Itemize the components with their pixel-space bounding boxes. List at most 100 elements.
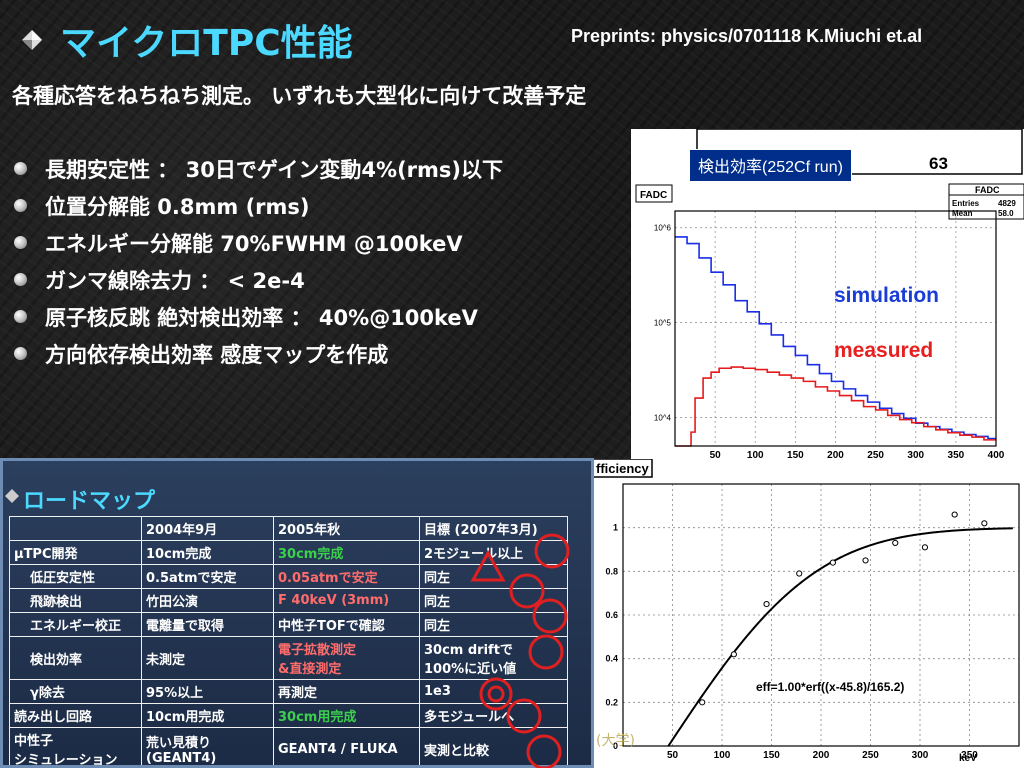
stats-entries-value: 4829 [998,199,1016,208]
table-row: 読み出し回路 10cm用完成 30cm用完成 多モジュールへ [9,703,568,728]
x-tick-label: 250 [862,750,879,761]
table-cell: F 40keV (3mm) [273,588,420,613]
table-cell: 10cm用完成 [141,703,274,728]
series-measured [675,366,996,447]
table-row: 中性子 シミュレーション 荒い見積り (GEANT4) GEANT4 / FLUKA 実測… [9,727,568,765]
bullet-text: ガンマ線除去力 ： < 2e-4 [45,268,305,293]
fit-label: eff=1.00*erf((x-45.8)/165.2) [756,680,904,694]
table-cell: 同左 [419,612,568,637]
chart1-frame [674,210,997,447]
stats-entries-label: Entries [952,199,980,208]
x-tick-label: 400 [988,450,1005,459]
watermark-text: (大学) [596,733,635,749]
data-point [892,539,899,547]
data-point [730,651,737,658]
x-tick-label: 100 [747,450,764,459]
bullet-item: 原子核反跳 絶対検出効率 ： 40%@100keV [14,298,503,335]
y-tick-label: 0.4 [605,654,618,664]
performance-list: 長期安定性 ： 30日でゲイン変動4%(rms)以下 位置分解能 0.8mm (… [14,150,503,372]
detection-efficiency-label: 検出効率(252Cf run) [689,149,852,182]
data-point [796,570,803,577]
x-tick-label: 100 [714,750,731,761]
table-cell: 0.5atmで安定 [141,564,274,589]
data-point [921,544,929,551]
table-cell: 読み出し回路 [9,703,142,728]
table-cell: 同左 [419,564,568,589]
preprint-reference: Preprints: physics/0701118 K.Miuchi et.a… [571,26,923,46]
table-cell: 30cm用完成 [273,703,420,728]
table-header-cell [9,516,142,541]
chart1-grid [675,211,997,446]
bullet-text: エネルギー分解能 70%FWHM @100keV [45,231,463,256]
y-tick-label: 10^5 [654,319,672,328]
y-tick-label: 0 [613,741,618,751]
chart2-series [667,511,1013,747]
page-title: マイクロTPC性能 [60,23,353,64]
chart1-ticks: 50 100 150 200 250 300 350 400 10^4 10^5 10^6 [654,224,1005,459]
roadmap-table: 2004年9月 2005年秋 目標 (2007年3月) μTPC開発 10cm完成 30c… [9,516,568,765]
roadmap-diamond-icon [5,489,19,503]
table-row: μTPC開発 10cm完成 30cm完成 2モジュール以上 [9,540,568,565]
stats-box: FADC Entries 4829 Mean 58.0 [948,183,1024,220]
x-tick-label: 350 [948,450,965,459]
stats-mean-label: Mean [952,209,973,218]
y-tick-label: 10^4 [654,413,672,422]
x-tick-label: 50 [667,750,679,761]
y-tick-label: 0.2 [605,697,618,707]
table-row: 検出効率 未測定 電子拡散測定 &直接測定 30cm driftで 100%に近い値 [9,636,568,680]
table-header-cell: 2005年秋 [273,516,420,541]
y-tick-label: 1 [613,523,618,533]
efficiency-title-box [594,459,653,478]
efficiency-chart: fficiency 50 100 150 200 250 300 350 0 0.2 0.4 0.6… [594,459,1024,768]
title-diamond-icon [22,30,42,50]
bullet-icon [14,162,27,175]
table-cell: エネルギー校正 [9,612,142,637]
table-cell: 低圧安定性 [9,564,142,589]
panel-title-fragment: 63 [929,154,948,173]
table-cell: 30cm driftで 100%に近い値 [419,636,568,680]
stats-mean-value: 58.0 [998,209,1014,218]
table-cell: 実測と比較 [419,727,568,765]
x-tick-label: 300 [907,450,924,459]
data-point [951,511,958,518]
chart1-series [675,236,996,447]
chart2-ticks: 50 100 150 200 250 300 350 0 0.2 0.4 0.6 0.8 1 [605,523,978,761]
chart2-grid [623,484,1019,747]
table-header-row: 2004年9月 2005年秋 目標 (2007年3月) [9,516,568,541]
table-cell: γ除去 [9,679,142,704]
x-tick-label: 300 [912,750,929,761]
roadmap-title: ロードマップ [23,489,156,514]
table-cell: 検出効率 [9,636,142,680]
y-tick-label: 0.6 [605,610,618,620]
bullet-item: 方向依存検出効率 感度マップを作成 [14,335,503,372]
table-cell: 未測定 [141,636,274,680]
x-tick-label: 150 [763,750,780,761]
fit-curve [667,527,1013,747]
bullet-item: ガンマ線除去力 ： < 2e-4 [14,261,503,298]
bullet-icon [14,199,27,212]
data-point [699,699,706,706]
bullet-text: 長期安定性 ： 30日でゲイン変動4%(rms)以下 [45,157,504,182]
table-cell: 再測定 [273,679,420,704]
x-tick-label: 350 [961,750,978,761]
table-cell: GEANT4 / FLUKA [273,727,420,765]
x-tick-label: 50 [710,450,722,459]
y-tick-label: 0.8 [605,566,618,576]
x-tick-label: 150 [787,450,804,459]
data-point [981,520,988,527]
bullet-icon [14,347,27,360]
y-tick-label: 10^6 [654,224,672,233]
table-cell: 飛跡検出 [9,588,142,613]
table-cell: 中性子 シミュレーション [9,727,142,765]
x-tick-label: 200 [827,450,844,459]
table-row: γ除去 95%以上 再測定 1e3 [9,679,568,704]
table-cell: 荒い見積り (GEANT4) [141,727,274,765]
table-cell: μTPC開発 [9,540,142,565]
data-point [763,600,770,608]
bullet-icon [14,236,27,249]
efficiency-title: fficiency [596,461,650,476]
table-row: エネルギー校正 電離量で取得 中性子TOFで確認 同左 [9,612,568,637]
table-row: 飛跡検出 竹田公演 F 40keV (3mm) 同左 [9,588,568,613]
table-cell: 30cm完成 [273,540,420,565]
table-cell: 多モジュールへ [419,703,568,728]
